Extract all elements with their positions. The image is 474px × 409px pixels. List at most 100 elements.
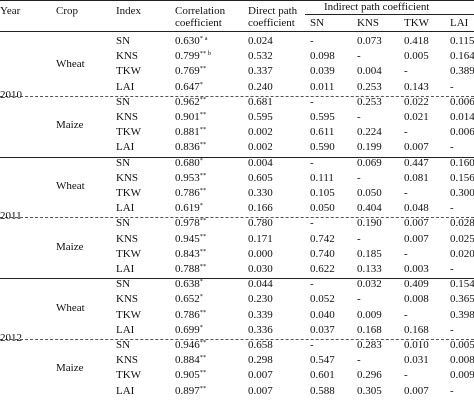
indirect-path-cell: 0.005 [404,50,429,63]
correlation-cell: 0.897** [175,384,207,397]
direct-path-cell: 0.339 [248,308,273,321]
indirect-path-cell: 0.742 [310,232,335,245]
correlation-cell: 0.978** [175,217,207,230]
crop-divider-rule [0,339,474,340]
indirect-path-cell: 0.601 [310,369,335,382]
significance-marker: ** [199,141,207,149]
header-bottom-rule [0,31,474,32]
crop-label: Wheat [56,180,85,192]
significance-marker: * [199,293,203,301]
indirect-path-cell: - [357,293,361,306]
index-cell: LAI [116,384,135,397]
significance-marker: ** [199,126,207,134]
indirect-path-cell: 0.050 [310,202,335,215]
index-cell: KNS [116,293,139,306]
significance-marker: * [199,278,203,286]
index-cell: TKW [116,65,142,78]
index-cell: SN [116,156,131,169]
indirect-path-cell: 0.190 [357,217,382,230]
indirect-path-cell: 0.007 [404,232,429,245]
significance-marker: * [199,80,203,88]
header-sub-lai: LAI [450,17,469,29]
significance-marker: ** [199,171,207,179]
correlation-cell: 0.680* [175,156,203,169]
indirect-path-cell: - [404,187,408,199]
header-indirect: Indirect path coefficient [324,1,430,13]
indirect-path-cell: 0.022 [404,95,429,108]
direct-path-cell: 0.658 [248,339,273,351]
significance-marker: ** [199,354,207,362]
correlation-cell: 0.630* a [175,35,208,47]
crop-divider-rule [0,95,474,97]
indirect-path-cell: 0.253 [357,80,382,93]
indirect-path-cell: 0.611 [310,126,335,139]
header-direct-line2: coefficient [248,17,295,29]
correlation-cell: 0.786** [175,308,207,321]
indirect-path-cell: 0.160 [450,156,474,169]
indirect-path-cell: - [310,339,314,351]
index-cell: LAI [116,202,135,215]
indirect-path-cell: - [310,156,314,169]
index-cell: SN [116,35,131,47]
indirect-path-cell: 0.025 [450,232,474,245]
direct-path-cell: 0.336 [248,323,273,336]
index-cell: KNS [116,50,139,63]
crop-label: Wheat [56,58,85,71]
indirect-path-cell: - [404,65,408,78]
direct-path-cell: 0.030 [248,263,273,275]
direct-path-cell: 0.532 [248,50,273,63]
correlation-cell: 0.799** b [175,50,212,63]
direct-path-cell: 0.605 [248,171,273,184]
indirect-path-cell: 0.037 [310,323,335,336]
year-label: 2010 [0,88,22,101]
indirect-path-cell: 0.020 [450,247,474,260]
index-cell: SN [116,339,131,351]
indirect-path-cell: 0.007 [404,384,429,397]
indirect-path-cell: 0.014 [450,111,474,123]
year-divider-rule [0,156,474,158]
index-cell: TKW [116,247,142,260]
indirect-subheader-rule [305,14,474,15]
correlation-cell: 0.652* [175,293,203,306]
indirect-path-cell: 0.081 [404,171,429,184]
indirect-path-cell: - [310,217,314,230]
significance-marker: ** [199,308,207,316]
direct-path-cell: 0.171 [248,232,273,245]
indirect-path-cell: 0.590 [310,141,335,154]
indirect-path-cell: 0.098 [310,50,335,63]
indirect-path-cell: - [450,202,454,215]
header-sub-kns: KNS [357,17,380,29]
indirect-path-cell: 0.305 [357,384,382,397]
direct-path-cell: 0.002 [248,126,273,139]
index-cell: KNS [116,171,139,184]
index-cell: SN [116,95,131,108]
direct-path-cell: 0.337 [248,65,273,78]
indirect-path-cell: - [357,354,361,367]
indirect-path-cell: 0.622 [310,263,335,275]
indirect-path-cell: 0.199 [357,141,382,154]
correlation-cell: 0.619* [175,202,203,215]
correlation-cell: 0.699* [175,323,203,336]
direct-path-cell: 0.002 [248,141,273,154]
indirect-path-cell: 0.007 [404,141,429,154]
indirect-path-cell: - [310,95,314,108]
indirect-path-cell: 0.300 [450,187,474,199]
indirect-path-cell: 0.143 [404,80,429,93]
indirect-path-cell: 0.009 [357,308,382,321]
correlation-cell: 0.836** [175,141,207,154]
crop-label: Wheat [56,301,85,314]
index-cell: TKW [116,369,142,382]
header-index: Index [116,5,142,17]
indirect-path-cell: 0.073 [357,35,382,47]
year-label: 2011 [0,210,22,223]
index-cell: LAI [116,141,135,154]
indirect-path-cell: - [404,126,408,139]
indirect-path-cell: 0.105 [310,187,335,199]
indirect-path-cell: 0.253 [357,95,382,108]
indirect-path-cell: - [310,35,314,47]
direct-path-cell: 0.044 [248,278,273,291]
indirect-path-cell: - [357,111,361,123]
indirect-path-cell: 0.588 [310,384,335,397]
indirect-path-cell: 0.111 [310,171,334,184]
correlation-cell: 0.945** [175,232,207,245]
